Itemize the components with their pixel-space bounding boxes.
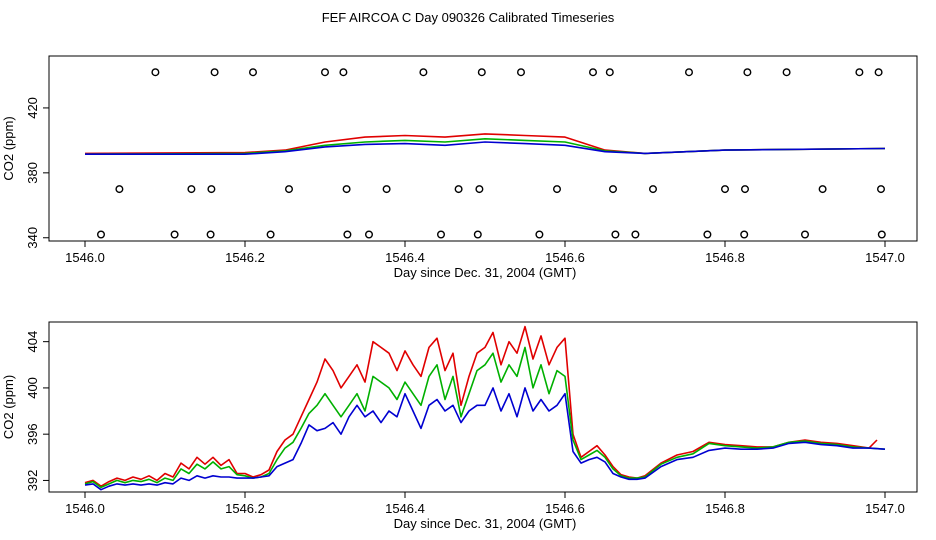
scatter-point: [877, 230, 886, 239]
scatter-point: [248, 68, 257, 77]
series-line-green: [84, 138, 886, 155]
scatter-point: [285, 185, 294, 194]
scatter-point: [475, 185, 484, 194]
y-tick-label: 396: [25, 423, 40, 445]
x-tick-label: 1546.2: [225, 250, 265, 265]
scatter-point: [206, 230, 215, 239]
scatter-point: [741, 185, 750, 194]
top-panel: 1546.0 1546.2 1546.4 1546.6 1546.8 1547.0 340…: [1, 55, 918, 280]
series-line-blue: [84, 387, 886, 491]
top-y-axis-label: CO2 (ppm): [1, 116, 16, 180]
scatter-point: [782, 68, 791, 77]
scatter-point: [631, 230, 640, 239]
scatter-point: [343, 230, 352, 239]
scatter-point: [605, 68, 614, 77]
scatter-point: [874, 68, 883, 77]
scatter-point: [818, 185, 827, 194]
scatter-point: [721, 185, 730, 194]
scatter-point: [477, 68, 486, 77]
scatter-point: [535, 230, 544, 239]
x-tick-label: 1546.6: [545, 501, 585, 516]
scatter-point: [170, 230, 179, 239]
scatter-point: [740, 230, 749, 239]
scatter-point: [339, 68, 348, 77]
top-x-axis-label: Day since Dec. 31, 2004 (GMT): [394, 265, 577, 280]
scatter-point: [151, 68, 160, 77]
scatter-point: [473, 230, 482, 239]
scatter-point: [210, 68, 219, 77]
y-tick-label: 404: [25, 331, 40, 353]
scatter-point: [855, 68, 864, 77]
x-tick-label: 1547.0: [865, 501, 905, 516]
bottom-plot-frame: [48, 321, 918, 493]
x-tick-label: 1546.0: [65, 250, 105, 265]
x-tick-label: 1546.4: [385, 250, 425, 265]
y-tick-label: 400: [25, 377, 40, 399]
bottom-x-axis-label: Day since Dec. 31, 2004 (GMT): [394, 516, 577, 531]
scatter-point: [877, 185, 886, 194]
scatter-point: [342, 185, 351, 194]
y-tick-label: 392: [25, 470, 40, 492]
scatter-point: [649, 185, 658, 194]
scatter-point: [321, 68, 330, 77]
x-tick-label: 1546.0: [65, 501, 105, 516]
x-tick-label: 1546.6: [545, 250, 585, 265]
scatter-point: [517, 68, 526, 77]
scatter-point: [611, 230, 620, 239]
scatter-point: [685, 68, 694, 77]
bottom-panel: 1546.0 1546.2 1546.4 1546.6 1546.8 1547.0 392…: [1, 321, 918, 531]
scatter-point: [207, 185, 216, 194]
scatter-point: [115, 185, 124, 194]
chart-title: FEF AIRCOA C Day 090326 Calibrated Times…: [322, 10, 615, 25]
scatter-point: [703, 230, 712, 239]
x-tick-label: 1547.0: [865, 250, 905, 265]
y-tick-label: 340: [25, 227, 40, 249]
scatter-point: [454, 185, 463, 194]
y-tick-label: 380: [25, 162, 40, 184]
bottom-y-axis-label: CO2 (ppm): [1, 375, 16, 439]
scatter-point: [743, 68, 752, 77]
series-line-green: [84, 346, 886, 489]
scatter-point: [266, 230, 275, 239]
x-tick-label: 1546.4: [385, 501, 425, 516]
top-plot-frame: [48, 55, 918, 242]
series-line-red: [84, 325, 878, 488]
scatter-point: [365, 230, 374, 239]
y-tick-label: 420: [25, 97, 40, 119]
scatter-point: [609, 185, 618, 194]
scatter-point: [553, 185, 562, 194]
scatter-point: [419, 68, 428, 77]
scatter-point: [589, 68, 598, 77]
x-tick-label: 1546.8: [705, 250, 745, 265]
scatter-point: [187, 185, 196, 194]
scatter-point: [382, 185, 391, 194]
scatter-point: [437, 230, 446, 239]
series-line-blue: [85, 141, 886, 155]
x-tick-label: 1546.2: [225, 501, 265, 516]
scatter-point: [96, 230, 105, 239]
scatter-point: [801, 230, 810, 239]
x-tick-label: 1546.8: [705, 501, 745, 516]
